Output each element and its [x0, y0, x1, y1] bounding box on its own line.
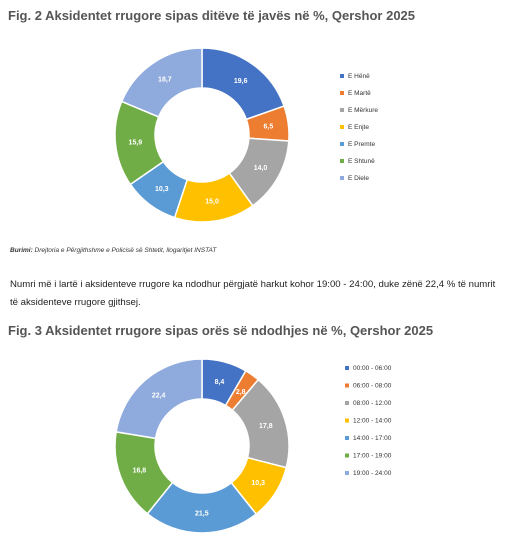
legend-label: E Diele [348, 175, 369, 182]
legend-label: E Enjte [348, 124, 369, 131]
legend-label: E Premte [348, 141, 375, 148]
slice-value-label: 17,8 [259, 423, 273, 430]
slice-value-label: 8,4 [215, 379, 225, 386]
slice-value-label: 10,3 [251, 480, 265, 487]
slice-value-label: 19,6 [234, 78, 248, 85]
slice-value-label: 10,3 [155, 186, 169, 193]
slice-value-label: 22,4 [152, 392, 166, 399]
description-paragraph: Numri më i lartë i aksidenteve rrugore k… [10, 279, 496, 308]
slice-value-label: 21,5 [195, 510, 209, 517]
slice-value-label: 14,0 [254, 165, 268, 172]
slice-value-label: 6,5 [264, 123, 274, 130]
legend-swatch [340, 176, 344, 180]
legend-swatch [345, 436, 349, 440]
slice-value-label: 2,8 [236, 389, 246, 396]
legend-label: 14:00 - 17:00 [353, 435, 392, 442]
legend-label: 12:00 - 14:00 [353, 418, 392, 425]
donut-slice [115, 358, 203, 440]
legend-swatch [340, 108, 344, 112]
legend-label: 19:00 - 24:00 [353, 470, 392, 477]
source-note: Burimi: Drejtoria e Përgjithshme e Polic… [10, 247, 216, 254]
legend-swatch [340, 74, 344, 78]
legend-label: E Hënë [348, 73, 370, 80]
donut-slice [120, 47, 203, 118]
legend-label: 08:00 - 12:00 [353, 400, 392, 407]
legend-swatch [340, 159, 344, 163]
slice-value-label: 15,9 [129, 139, 143, 146]
legend-label: E Shtunë [348, 158, 375, 165]
legend-swatch [345, 401, 349, 405]
legend-swatch [345, 366, 349, 370]
legend-swatch [340, 125, 344, 129]
legend-label: E Martë [348, 90, 371, 97]
donut-chart-hours: 8,4 2,8 17,8 10,3 21,5 16,8 22,4 00:00 - 06:00 0… [114, 358, 392, 534]
slice-value-label: 15,0 [205, 199, 219, 206]
legend-label: 17:00 - 19:00 [353, 453, 392, 460]
source-text: Drejtoria e Përgjithshme e Policisë së S… [32, 247, 217, 254]
slice-value-label: 16,8 [133, 467, 147, 474]
donut-chart-weekdays: 19,6 6,5 14,0 15,0 10,3 15,9 18,7 E Hënë E Martë… [114, 47, 378, 223]
legend-label: E Mërkure [348, 107, 378, 114]
legend-label: 06:00 - 08:00 [353, 383, 392, 390]
legend-swatch [345, 453, 349, 458]
legend-swatch [340, 91, 344, 95]
legend-swatch [345, 418, 349, 423]
figure-3-title: Fig. 3 Aksidentet rrugore sipas orës së … [8, 323, 434, 338]
slice-value-label: 18,7 [158, 77, 172, 84]
legend-swatch [345, 471, 349, 475]
source-label: Burimi: [10, 247, 33, 254]
figure-2-title: Fig. 2 Aksidentet rrugore sipas ditëve t… [8, 8, 416, 23]
legend-label: 00:00 - 06:00 [353, 365, 392, 372]
legend-swatch [345, 383, 349, 388]
legend-swatch [340, 142, 344, 146]
